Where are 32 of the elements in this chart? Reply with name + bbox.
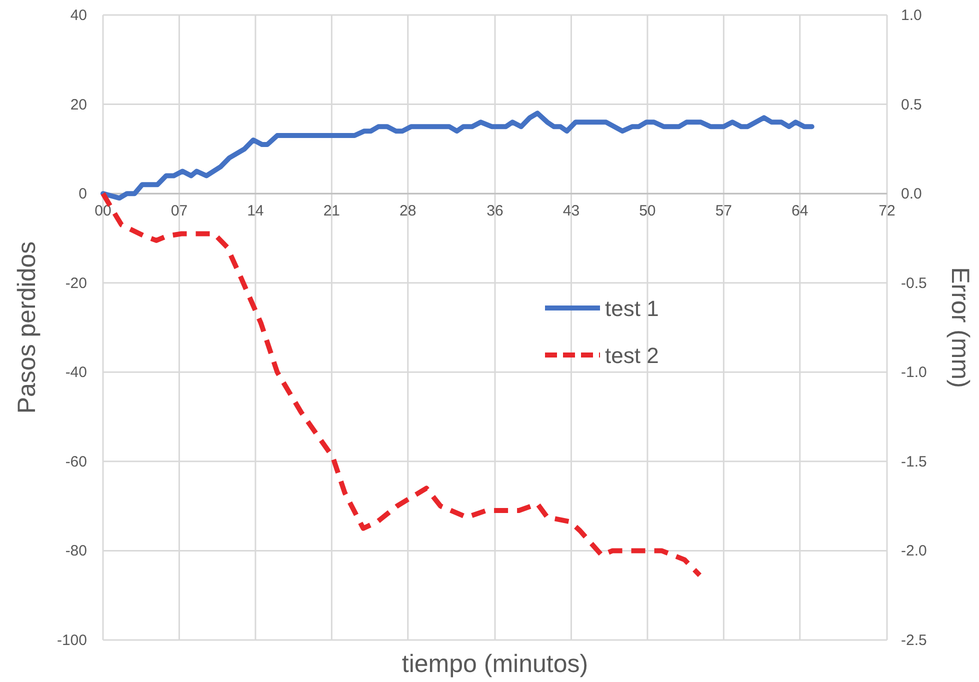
y2-tick-label: -1.5 xyxy=(901,453,927,470)
x-tick-label: 64 xyxy=(792,202,808,220)
y2-tick-label: -2.5 xyxy=(901,632,927,649)
y-tick-label: -20 xyxy=(65,274,87,292)
legend-label: test 2 xyxy=(605,343,659,368)
y-tick-label: 40 xyxy=(70,7,87,24)
y-tick-label: 0 xyxy=(78,186,87,203)
y-axis-title: Pasos perdidos xyxy=(13,241,41,414)
x-tick-label: 00 xyxy=(94,202,112,220)
y2-axis-title: Error (mm) xyxy=(946,267,974,388)
y-tick-label: -80 xyxy=(65,542,87,560)
x-tick-label: 14 xyxy=(247,202,264,220)
y2-tick-label: -2.0 xyxy=(901,542,927,560)
x-tick-label: 72 xyxy=(878,202,896,220)
x-tick-label: 43 xyxy=(562,202,580,220)
x-tick-label: 07 xyxy=(170,202,188,220)
y2-tick-label: -1.0 xyxy=(901,364,927,382)
y2-tick-label: -0.5 xyxy=(901,274,927,292)
x-tick-label: 21 xyxy=(323,202,340,220)
y-tick-label: -100 xyxy=(56,632,87,649)
legend-label: test 1 xyxy=(605,296,659,321)
x-tick-label: 57 xyxy=(715,202,732,220)
x-tick-label: 50 xyxy=(639,202,656,220)
x-tick-label: 28 xyxy=(400,202,416,220)
y2-tick-label: 0.5 xyxy=(901,96,922,114)
x-axis-title: tiempo (minutos) xyxy=(402,650,588,678)
y-tick-label: -60 xyxy=(65,453,87,470)
y-tick-label: 20 xyxy=(70,96,87,114)
y2-tick-label: 1.0 xyxy=(901,7,922,24)
x-tick-label: 36 xyxy=(486,202,504,220)
y2-tick-label: 0.0 xyxy=(901,186,922,203)
y-tick-label: -40 xyxy=(65,364,87,382)
